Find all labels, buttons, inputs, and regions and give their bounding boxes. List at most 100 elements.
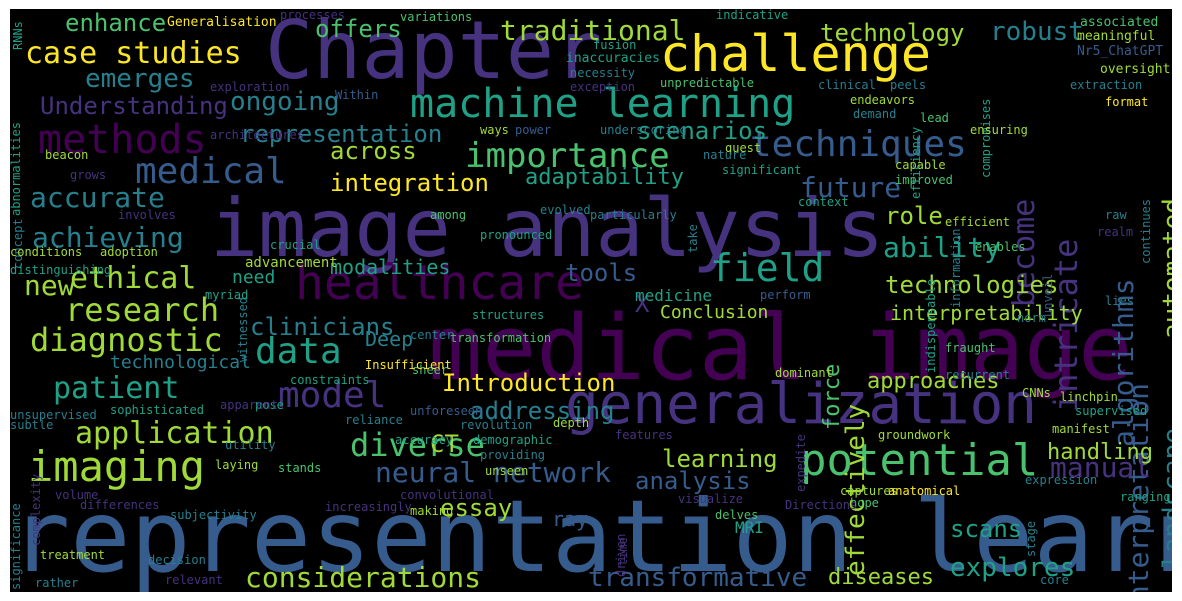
word-150: sophisticated <box>110 403 204 417</box>
word-38: manual <box>1050 451 1152 484</box>
word-185: captures <box>840 484 898 498</box>
word-85: meaningful <box>1077 29 1156 44</box>
word-148: pose <box>255 398 284 412</box>
word-131: realm <box>1097 225 1134 239</box>
word-118: quest <box>725 141 762 155</box>
word-90: exception <box>570 80 636 94</box>
word-173: unseen <box>485 464 529 478</box>
word-35: Introduction <box>442 369 616 397</box>
word-49: explores <box>950 553 1076 583</box>
word-105: power <box>515 123 552 137</box>
word-166: features <box>615 428 673 442</box>
word-37: future <box>800 171 902 204</box>
word-189: delves <box>715 508 759 522</box>
word-64: role <box>885 202 943 230</box>
word-48: transformative <box>588 563 808 592</box>
word-92: clinical <box>818 78 876 92</box>
word-186: anatomical <box>888 484 961 498</box>
word-2: image analysis <box>210 182 885 275</box>
word-107: abnormalities <box>10 121 23 216</box>
word-54: essay <box>440 494 513 522</box>
word-175: laying <box>215 458 259 472</box>
word-106: underscoring <box>600 123 687 137</box>
word-113: conditions <box>10 245 83 259</box>
word-122: nature <box>703 148 747 162</box>
word-47: technologies <box>885 271 1059 299</box>
word-102: lead <box>920 111 949 125</box>
word-169: groundwork <box>878 428 951 442</box>
word-100: format <box>1105 95 1149 109</box>
word-81: processes <box>280 9 346 22</box>
word-51: handling <box>1047 440 1153 465</box>
word-88: inaccuracies <box>566 51 660 66</box>
word-68: new <box>24 269 75 302</box>
word-170: manifest <box>1052 422 1110 436</box>
word-142: lies <box>1105 294 1134 308</box>
word-4: generalization <box>565 372 1038 437</box>
word-87: fusion <box>593 38 637 52</box>
word-152: dominant <box>775 366 833 380</box>
word-127: efficient <box>945 215 1011 229</box>
word-145: sheer <box>412 363 449 377</box>
word-3: Chapter <box>265 9 603 97</box>
word-41: ongoing <box>230 87 340 117</box>
word-194: treatment <box>40 548 106 562</box>
word-59: clinicians <box>250 313 395 341</box>
word-174: utility <box>225 438 276 452</box>
word-162: reliance <box>345 413 403 427</box>
word-57: addressing <box>470 397 615 425</box>
word-15: importance <box>465 136 670 176</box>
word-179: subjectivity <box>170 508 257 522</box>
word-126: context <box>798 195 849 209</box>
word-164: depth <box>553 416 590 430</box>
word-158: unsupervised <box>10 408 97 422</box>
word-58: tools <box>565 259 638 287</box>
word-178: volume <box>55 488 99 502</box>
word-137: witnessed <box>236 296 250 362</box>
word-180: convolutional <box>400 488 494 502</box>
word-143: center <box>410 328 454 342</box>
word-159: complexity <box>29 473 43 546</box>
word-72: ray <box>552 507 589 531</box>
word-181: increasingly <box>325 500 412 514</box>
word-86: Nr5_ChatGPT <box>1077 44 1164 59</box>
word-52: learning <box>662 445 778 473</box>
word-63: offers <box>315 15 402 43</box>
word-199: relevant <box>165 573 223 587</box>
word-124: indispensable <box>924 278 938 373</box>
word-23: case studies <box>25 36 242 71</box>
word-109: grows <box>70 168 107 182</box>
word-155: CNNs <box>1022 386 1051 400</box>
word-154: recurrent <box>945 368 1011 382</box>
word-30: automated <box>1158 198 1172 340</box>
word-56: approaches <box>867 369 1000 394</box>
word-34: achieving <box>32 221 184 254</box>
word-21: diverse <box>350 426 485 464</box>
word-83: indicative <box>716 9 789 22</box>
word-74: modalities <box>330 255 451 279</box>
word-156: linchpin <box>1060 390 1118 404</box>
word-149: subtle <box>10 418 54 432</box>
word-182: making <box>410 504 454 518</box>
word-8: potential <box>800 435 1039 486</box>
word-146: Insufficient <box>365 358 452 372</box>
word-97: Within <box>335 88 379 102</box>
word-60: robust <box>990 17 1084 47</box>
word-151: apparent <box>220 398 278 412</box>
word-114: adoption <box>100 245 158 259</box>
word-117: particularly <box>590 208 677 222</box>
word-14: techniques <box>750 124 967 165</box>
word-50: diseases <box>828 565 934 590</box>
word-69: Deep <box>365 327 414 351</box>
word-22: neural network <box>375 456 612 489</box>
word-112: involves <box>118 208 176 222</box>
word-188: differences <box>80 498 160 512</box>
word-110: architectures <box>210 128 304 142</box>
word-95: extraction <box>1070 78 1143 92</box>
word-135: distinguishing <box>10 263 112 277</box>
word-0: medical image <box>428 296 1133 401</box>
word-32: patient <box>53 371 180 406</box>
word-19: application <box>75 416 274 451</box>
word-93: peels <box>890 78 927 92</box>
